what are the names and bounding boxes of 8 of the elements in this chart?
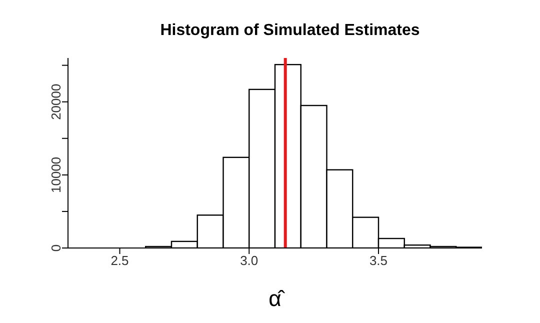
- x-tick-label: 3.5: [369, 253, 388, 268]
- y-tick-label: 20000: [48, 84, 64, 120]
- x-axis-title: α̂: [268, 286, 286, 311]
- x-tick-label: 3.0: [240, 253, 258, 268]
- y-tick-label: 10000: [48, 156, 64, 193]
- chart-title: Histogram of Simulated Estimates: [159, 22, 421, 40]
- x-tick-label: 2.5: [110, 253, 129, 268]
- y-tick-label: 0: [48, 244, 64, 252]
